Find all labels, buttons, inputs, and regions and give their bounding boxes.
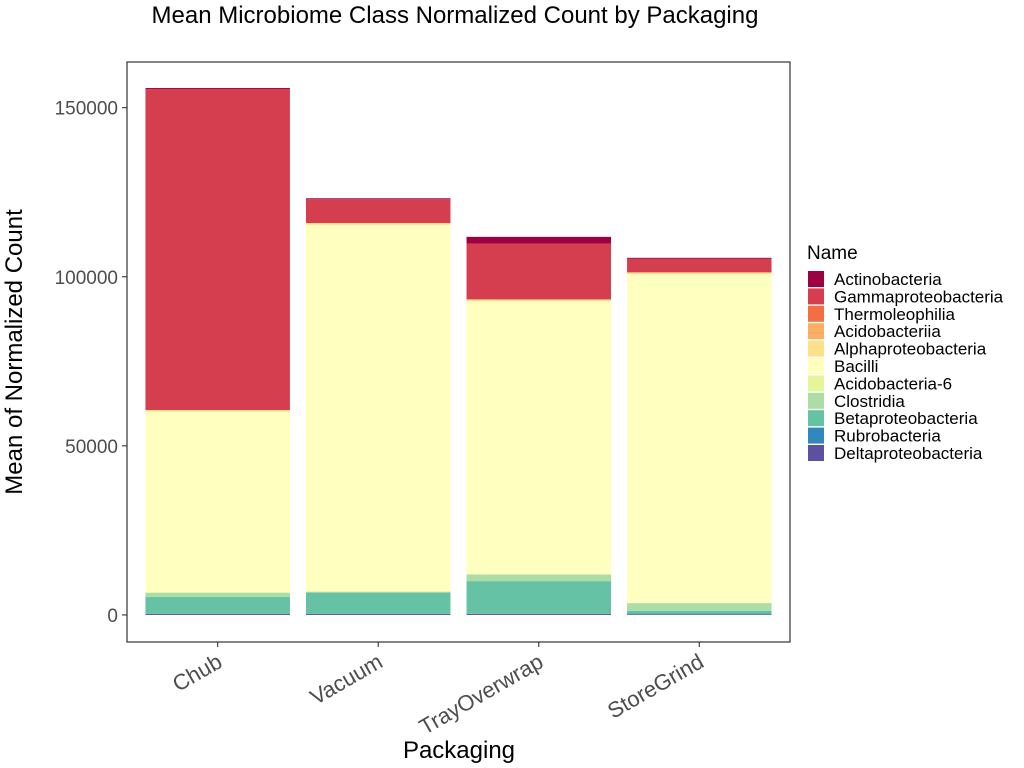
legend-label: Alphaproteobacteria (834, 340, 987, 359)
y-tick-label: 100000 (55, 268, 118, 289)
legend-items: ActinobacteriaGammaproteobacteriaThermol… (808, 270, 1004, 463)
bar-segment (466, 613, 612, 615)
bar-segment (466, 301, 612, 575)
bar-segment (145, 88, 290, 90)
legend-swatch (808, 271, 824, 287)
legend-label: Clostridia (834, 392, 905, 411)
bar-segment (627, 613, 772, 615)
bar-segment (466, 581, 612, 614)
legend-label: Thermoleophilia (834, 305, 955, 324)
legend-label: Bacilli (834, 357, 878, 376)
bar-segment (305, 591, 451, 593)
bar-segment (627, 610, 772, 614)
bar-segment (627, 274, 772, 604)
bar-segment (305, 592, 451, 614)
legend-label: Gammaproteobacteria (834, 287, 1004, 306)
bar-segment (145, 89, 290, 410)
chart-title: Mean Microbiome Class Normalized Count b… (152, 2, 759, 29)
bar-segment (627, 603, 772, 611)
legend-swatch (808, 392, 824, 409)
bar-segment (627, 258, 772, 273)
x-tick-label: StoreGrind (603, 649, 708, 724)
bar-segment (305, 199, 451, 223)
legend-label: Acidobacteriia (834, 322, 941, 341)
legend-label: Rubrobacteria (834, 427, 941, 446)
bar-segment (145, 410, 290, 412)
bar-segment (305, 224, 451, 592)
y-tick-label: 150000 (55, 99, 118, 120)
bar-segment (466, 236, 612, 244)
x-tick-label: TrayOverwrap (415, 649, 547, 740)
bar-segment (627, 614, 772, 615)
bar-segment (145, 592, 290, 598)
bar-segment (145, 597, 290, 614)
y-tick-label: 50000 (65, 437, 118, 458)
legend-swatch (808, 445, 824, 461)
y-axis: 0 50000 100000 150000 (55, 99, 127, 627)
bar-segment (627, 257, 772, 259)
bar-segment (305, 198, 451, 200)
legend-swatch (808, 375, 824, 392)
x-axis: Chub Vacuum TrayOverwrap StoreGrind (168, 642, 708, 740)
legend-title: Name (807, 243, 858, 264)
legend-swatch (808, 323, 824, 340)
x-axis-label: Packaging (403, 737, 515, 764)
y-axis-label: Mean of Normalized Count (1, 209, 28, 495)
x-tick-label: Chub (168, 649, 226, 697)
legend-label: Acidobacteria-6 (834, 374, 952, 393)
legend-swatch (808, 340, 824, 357)
bar-segment (627, 272, 772, 275)
bar-segment (145, 613, 290, 615)
legend-label: Deltaproteobacteria (834, 444, 983, 463)
bar-segment (145, 411, 290, 593)
bar-segment (305, 222, 451, 225)
x-tick-label: Vacuum (306, 649, 387, 710)
bar-segment (466, 574, 612, 582)
legend-swatch (808, 305, 824, 322)
legend-label: Actinobacteria (834, 270, 942, 289)
bars (145, 88, 772, 615)
legend: Name ActinobacteriaGammaproteobacteriaTh… (807, 243, 1004, 463)
bar-segment (305, 613, 451, 615)
legend-label: Betaproteobacteria (834, 409, 978, 428)
y-tick-label: 0 (107, 606, 118, 627)
legend-swatch (808, 427, 824, 444)
bar-segment (466, 299, 612, 302)
legend-swatch (808, 358, 824, 374)
legend-swatch (808, 410, 824, 427)
legend-swatch (808, 288, 824, 305)
bar-segment (466, 243, 612, 300)
